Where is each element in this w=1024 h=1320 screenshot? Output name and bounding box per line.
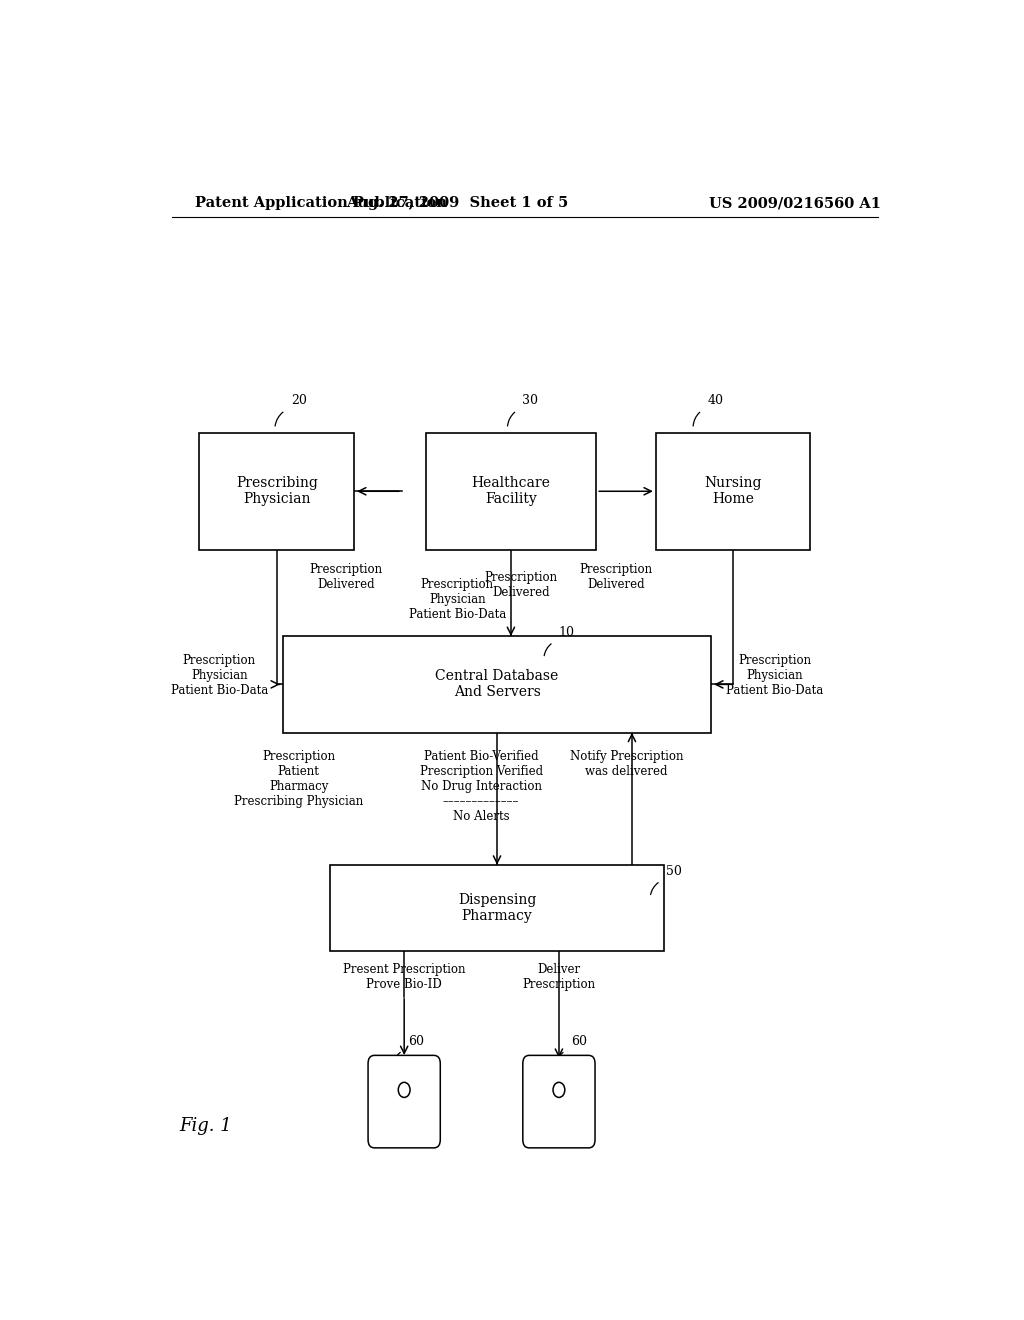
- Bar: [655, 433, 811, 549]
- Bar: [331, 865, 664, 952]
- Text: Dispensing
Pharmacy: Dispensing Pharmacy: [458, 892, 537, 923]
- Text: Prescription
Physician
Patient Bio-Data: Prescription Physician Patient Bio-Data: [726, 655, 823, 697]
- Text: Prescription
Physician
Patient Bio-Data: Prescription Physician Patient Bio-Data: [171, 655, 268, 697]
- Text: Central Database
And Servers: Central Database And Servers: [435, 669, 559, 700]
- Text: 40: 40: [708, 395, 723, 408]
- Text: 60: 60: [409, 1035, 424, 1048]
- Text: Fig. 1: Fig. 1: [179, 1117, 232, 1135]
- Text: Present Prescription
Prove Bio-ID: Present Prescription Prove Bio-ID: [343, 964, 466, 991]
- FancyBboxPatch shape: [368, 1056, 440, 1148]
- Text: Healthcare
Facility: Healthcare Facility: [471, 477, 550, 507]
- Text: Notify Prescription
was delivered: Notify Prescription was delivered: [569, 750, 683, 777]
- Bar: [426, 433, 596, 549]
- Text: Prescription
Delivered: Prescription Delivered: [484, 572, 557, 599]
- Text: Prescription
Delivered: Prescription Delivered: [309, 562, 383, 591]
- Text: Deliver
Prescription: Deliver Prescription: [522, 964, 596, 991]
- Text: Prescription
Patient
Pharmacy
Prescribing Physician: Prescription Patient Pharmacy Prescribin…: [234, 750, 364, 808]
- Text: 50: 50: [666, 865, 682, 878]
- Text: 60: 60: [570, 1035, 587, 1048]
- Text: 20: 20: [291, 395, 306, 408]
- Bar: [283, 636, 712, 733]
- FancyBboxPatch shape: [523, 1056, 595, 1148]
- Text: Nursing
Home: Nursing Home: [705, 477, 762, 507]
- Text: Prescription
Delivered: Prescription Delivered: [580, 562, 652, 591]
- Text: US 2009/0216560 A1: US 2009/0216560 A1: [709, 197, 881, 210]
- Text: Prescription
Physician
Patient Bio-Data: Prescription Physician Patient Bio-Data: [409, 578, 506, 622]
- Text: 10: 10: [559, 626, 574, 639]
- Bar: [200, 433, 354, 549]
- Text: Aug. 27, 2009  Sheet 1 of 5: Aug. 27, 2009 Sheet 1 of 5: [346, 197, 568, 210]
- Text: Patent Application Publication: Patent Application Publication: [196, 197, 447, 210]
- Text: 30: 30: [522, 395, 539, 408]
- Text: Patient Bio-Verified
Prescription Verified
No Drug Interaction
–––––––––––––
No : Patient Bio-Verified Prescription Verifi…: [420, 750, 543, 822]
- Text: Prescribing
Physician: Prescribing Physician: [236, 477, 317, 507]
